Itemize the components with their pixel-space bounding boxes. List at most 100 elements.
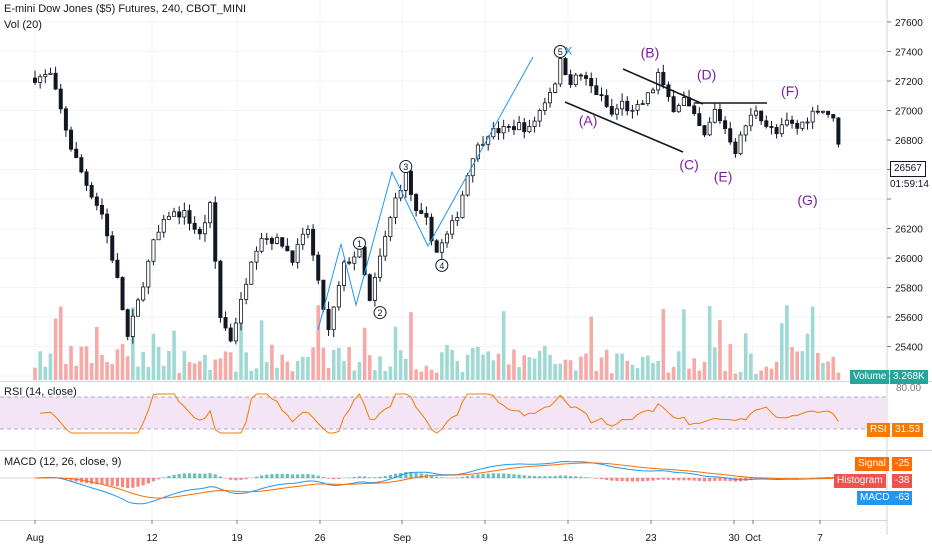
macd-histogram-bar [187, 473, 192, 478]
volume-bar [383, 370, 387, 380]
candle-body [249, 261, 254, 285]
macd-histogram-bar [543, 476, 547, 478]
macd-histogram-bar [713, 478, 717, 481]
candle-body [99, 204, 104, 215]
signal-line [35, 462, 839, 499]
macd-histogram-bar [429, 475, 434, 478]
candle-body [563, 58, 568, 76]
macd-histogram-bar [414, 472, 418, 478]
candle-body [764, 120, 769, 127]
candle-body [197, 228, 202, 235]
candle-body [537, 110, 542, 122]
current-price-tag: 26567 [890, 161, 926, 177]
volume-bar [687, 368, 691, 380]
candle-body [156, 231, 161, 241]
volume-bar [79, 346, 84, 380]
candle-body [702, 125, 707, 136]
volume-bar [357, 362, 362, 380]
candle-body [300, 233, 305, 245]
candle-body [790, 119, 795, 124]
volume-bar [795, 351, 799, 380]
time-tick-label: 26 [314, 533, 326, 544]
macd-histogram-bar [610, 478, 614, 481]
volume-bar [450, 349, 454, 380]
candle-body [723, 120, 728, 130]
candle-body [383, 236, 388, 257]
wave-labels: 1 2 3 4 5 x (A) (B) (C) (D) (E) (F) (G) [352, 41, 818, 320]
candle-body [717, 109, 722, 122]
volume-bar [398, 350, 403, 380]
volume-bar [460, 372, 465, 380]
candle-body [84, 171, 89, 186]
price-tick-label: 26800 [895, 136, 923, 147]
macd-histogram-bar [64, 478, 68, 480]
macd-histogram-bar [620, 478, 624, 482]
macd-histogram-bar [460, 476, 465, 478]
macd-histogram-bar [321, 477, 325, 478]
macd-histogram-bar [728, 478, 732, 482]
rsi-study-label: RSI (14, close) [4, 386, 77, 398]
time-tick-label: 12 [146, 533, 158, 544]
macd-histogram-bar [115, 478, 119, 487]
macd-histogram-bar [651, 478, 655, 481]
macd-histogram-bar [409, 472, 413, 478]
volume-bar [136, 366, 140, 380]
volume-bar [167, 350, 171, 380]
macd-histogram-bar [311, 474, 315, 478]
macd-histogram-bar [368, 477, 372, 478]
volume-bar [553, 363, 557, 380]
macd-histogram-bar [172, 474, 176, 478]
candle-body [455, 217, 460, 222]
volume-bar [573, 370, 578, 380]
candle-body [311, 228, 316, 256]
volume-bar [424, 365, 429, 380]
macd-histogram-bar [579, 476, 583, 478]
candle-body [110, 235, 115, 261]
volume-bar [440, 352, 444, 380]
volume-bar [805, 333, 810, 380]
countdown-timer: 01:59:14 [890, 179, 929, 190]
wave-drawings[interactable] [317, 56, 767, 331]
candle-body [620, 100, 625, 110]
volume-bar [470, 347, 475, 380]
volume-bar [790, 347, 794, 380]
candle-body [172, 211, 177, 217]
macd-histogram-bar [646, 478, 650, 481]
candle-body [630, 109, 635, 112]
volume-bar [64, 364, 68, 380]
macd-histogram-bar [471, 475, 475, 478]
candle-body [403, 170, 408, 191]
candle-body [511, 126, 516, 131]
candle-body [352, 256, 357, 264]
candle-body [697, 113, 702, 127]
macd-histogram-bar [605, 478, 609, 480]
volume-bar [362, 327, 367, 380]
rsi-line [40, 393, 839, 434]
volume-bar [33, 367, 37, 380]
macd-histogram-bar [672, 478, 676, 481]
macd-histogram-bar [538, 476, 542, 478]
macd-histogram-bar [502, 473, 506, 478]
macd-histogram-bar [126, 478, 130, 489]
candle-body [166, 215, 171, 220]
volume-bar [378, 356, 382, 380]
wave-marker-circle [373, 306, 387, 320]
macd-histogram-bar [363, 476, 367, 478]
candle-body [393, 197, 398, 219]
volume-bar [455, 361, 460, 380]
macd-histogram-bar [110, 478, 114, 486]
volume-bar [69, 345, 73, 380]
price-tick-label: 27400 [895, 48, 923, 59]
macd-histogram-bar [419, 473, 423, 478]
macd-histogram-bar [280, 473, 284, 478]
candle-body [336, 285, 341, 308]
candle-body [589, 78, 594, 87]
wave-marker-circle [399, 160, 413, 174]
volume-bar [239, 313, 243, 380]
candle-body [784, 119, 789, 126]
macd-histogram-bar [496, 473, 501, 478]
candle-body [733, 141, 738, 155]
macd-histogram-bar [337, 478, 341, 479]
candle-body [161, 219, 166, 233]
